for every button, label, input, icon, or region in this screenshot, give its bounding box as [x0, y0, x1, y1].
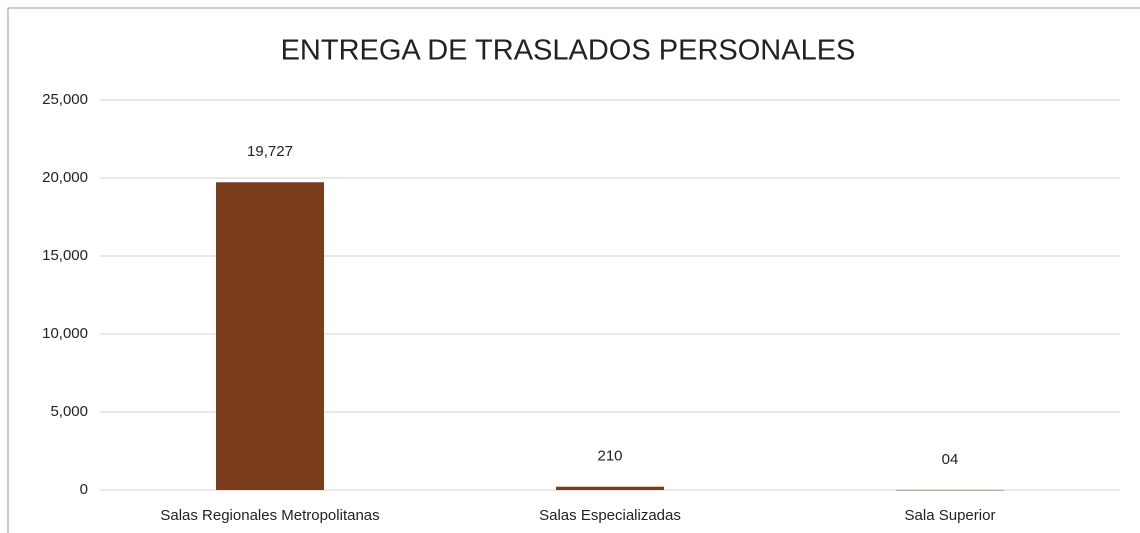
- chart-title: ENTREGA DE TRASLADOS PERSONALES: [281, 35, 856, 67]
- y-tick-label: 25,000: [42, 91, 88, 108]
- chart-frame: [7, 7, 1140, 533]
- x-tick-label: Salas Regionales Metropolitanas: [160, 507, 379, 524]
- bar: [216, 182, 324, 491]
- y-tick-label: 0: [80, 481, 88, 498]
- y-tick-label: 15,000: [42, 247, 88, 264]
- value-label: 04: [942, 451, 959, 468]
- x-tick-label: Sala Superior: [905, 507, 996, 524]
- value-label: 19,727: [247, 143, 293, 160]
- x-tick-label: Salas Especializadas: [539, 507, 681, 524]
- y-tick-label: 5,000: [50, 403, 88, 420]
- bar: [896, 489, 1004, 491]
- y-tick-label: 20,000: [42, 169, 88, 186]
- y-tick-label: 10,000: [42, 325, 88, 342]
- value-label: 210: [597, 448, 622, 465]
- bar: [556, 486, 664, 490]
